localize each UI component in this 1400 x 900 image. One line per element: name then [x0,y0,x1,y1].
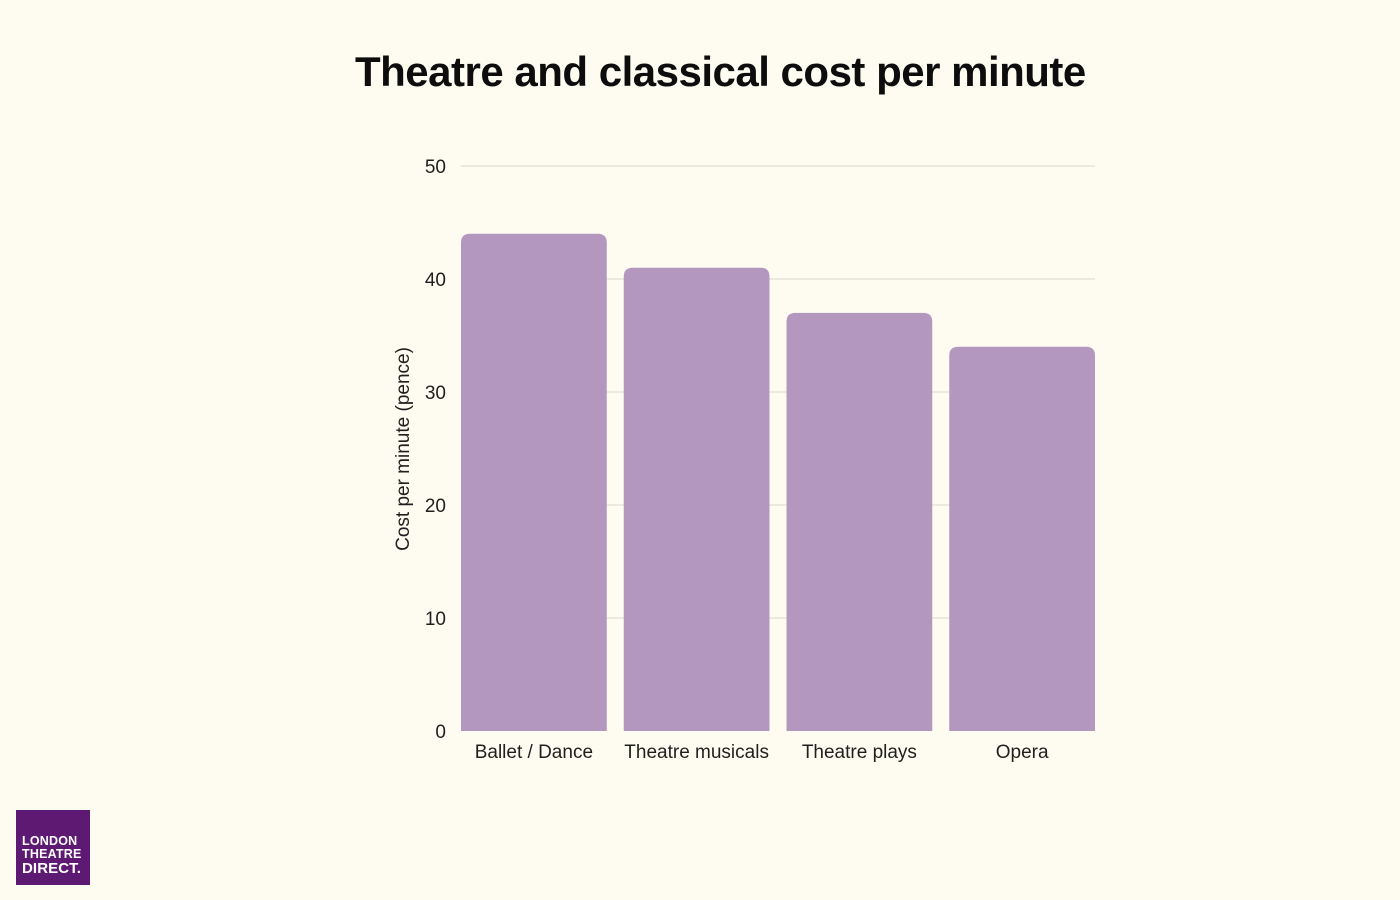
bar-theatre-plays [786,312,933,731]
bar-ballet-dance [461,233,607,732]
y-axis-ticks: 0 10 20 30 40 50 [425,157,446,743]
x-category-label: Opera [996,742,1049,763]
y-axis-label: Cost per minute (pence) [393,347,414,551]
x-axis-categories: Ballet / Dance Theatre musicals Theatre pl… [475,742,1049,763]
logo-line-3: DIRECT. [22,860,82,877]
bar-theatre-musicals [623,267,770,731]
y-tick-label: 40 [425,270,446,291]
y-tick-label: 30 [425,383,446,404]
y-tick-label: 50 [425,157,446,178]
london-theatre-direct-logo: LONDON THEATRE DIRECT. [16,810,90,885]
y-tick-label: 10 [425,609,446,630]
logo-line-1: LONDON [22,834,78,848]
x-category-label: Theatre musicals [624,742,769,763]
bar-opera [949,346,1095,731]
chart-title: Theatre and classical cost per minute [355,48,1086,95]
y-tick-label: 20 [425,496,446,517]
x-category-label: Theatre plays [802,742,917,763]
logo-line-2: THEATRE [22,847,82,861]
x-category-label: Ballet / Dance [475,742,593,763]
y-tick-label: 0 [435,722,446,743]
bars [461,233,1095,732]
